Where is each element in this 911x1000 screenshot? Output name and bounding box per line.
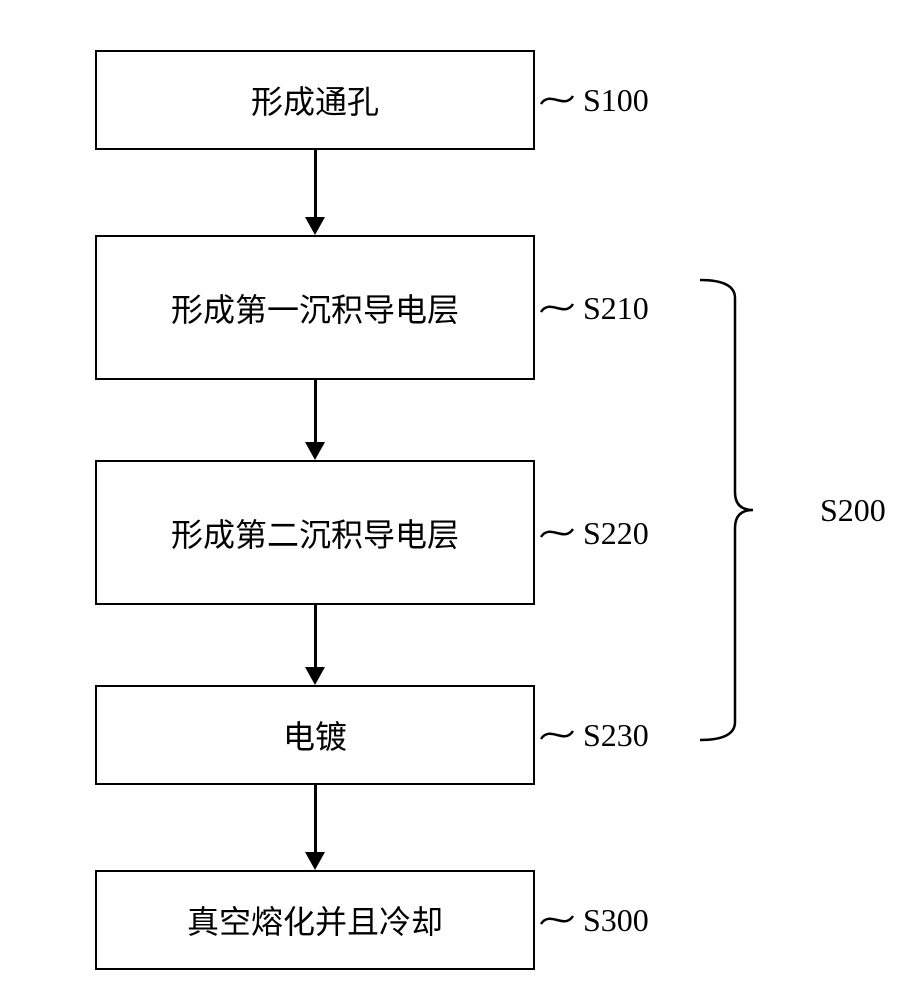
- step-id-label: S300: [583, 902, 649, 939]
- flow-step-box: 真空熔化并且冷却: [95, 870, 535, 970]
- flow-step-box: 形成第二沉积导电层: [95, 460, 535, 605]
- connector-tilde: [539, 723, 575, 747]
- step-id-label: S100: [583, 82, 649, 119]
- connector-tilde: [539, 908, 575, 932]
- connector-tilde: [539, 296, 575, 320]
- flow-step-label: 形成第二沉积导电层: [171, 510, 459, 556]
- flow-step-label: 形成通孔: [251, 77, 379, 123]
- group-brace: [700, 260, 773, 760]
- step-id-label: S210: [583, 290, 649, 327]
- connector-tilde: [539, 88, 575, 112]
- flowchart-canvas: 形成通孔 S100 形成第一沉积导电层 S210 形成第二沉积导电层 S220 电镀 S230…: [0, 0, 911, 1000]
- flow-step-box: 电镀: [95, 685, 535, 785]
- flow-step-box: 形成第一沉积导电层: [95, 235, 535, 380]
- flow-step-box: 形成通孔: [95, 50, 535, 150]
- connector-tilde: [539, 521, 575, 545]
- flow-step-label: 形成第一沉积导电层: [171, 285, 459, 331]
- flow-step-label: 真空熔化并且冷却: [187, 897, 443, 943]
- step-id-label: S230: [583, 717, 649, 754]
- group-step-label: S200: [820, 492, 886, 529]
- step-id-label: S220: [583, 515, 649, 552]
- flow-step-label: 电镀: [283, 712, 347, 758]
